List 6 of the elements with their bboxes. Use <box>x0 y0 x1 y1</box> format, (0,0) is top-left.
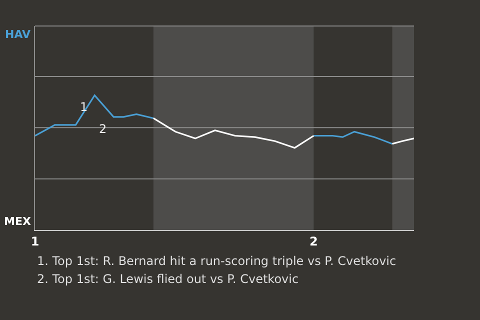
text: 1. Top 1st: R. Bernard hit a run-scoring triple vs P. Cvetkovic <box>37 254 396 268</box>
annotation: 1 <box>80 100 88 114</box>
text: MEX <box>4 215 32 228</box>
annotation: 2 <box>99 122 107 136</box>
text: HAV <box>5 28 31 41</box>
text: 2. Top 1st: G. Lewis flied out vs P. Cvetkovic <box>37 272 299 286</box>
